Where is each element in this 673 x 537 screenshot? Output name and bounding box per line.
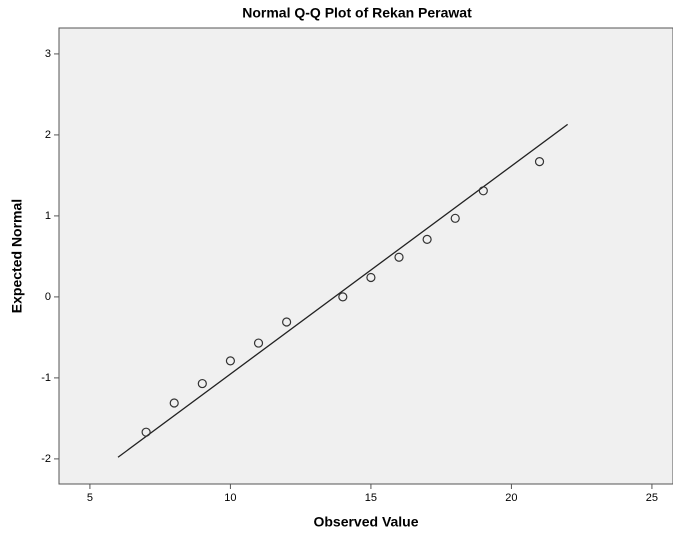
point [534, 157, 545, 167]
chart-title: Normal Q-Q Plot of Rekan Perawat [242, 5, 472, 21]
point [366, 272, 376, 283]
point [394, 252, 404, 262]
y-tick-label: -2 [41, 453, 51, 465]
x-axis-label: Observed Value [313, 514, 418, 530]
reference-line [117, 123, 569, 458]
x-tick-label: 5 [87, 492, 93, 504]
x-tick-label: 15 [365, 492, 377, 504]
plot-area [58, 27, 673, 485]
y-axis-label: Expected Normal [9, 199, 25, 313]
point [338, 292, 348, 302]
x-tick-label: 25 [646, 492, 658, 504]
point [225, 356, 236, 366]
point [253, 338, 264, 348]
y-tick-label: 2 [45, 129, 51, 141]
y-tick-label: 1 [45, 210, 51, 222]
point [169, 398, 179, 408]
point [422, 234, 432, 244]
point [282, 317, 292, 327]
point [141, 427, 151, 437]
x-tick-label: 20 [505, 492, 517, 504]
point [450, 213, 460, 223]
point [197, 378, 207, 389]
y-tick-label: -1 [41, 372, 51, 384]
y-tick-label: 0 [45, 291, 51, 303]
y-tick-label: 3 [45, 48, 51, 60]
x-tick-label: 10 [224, 492, 236, 504]
point [478, 186, 488, 196]
